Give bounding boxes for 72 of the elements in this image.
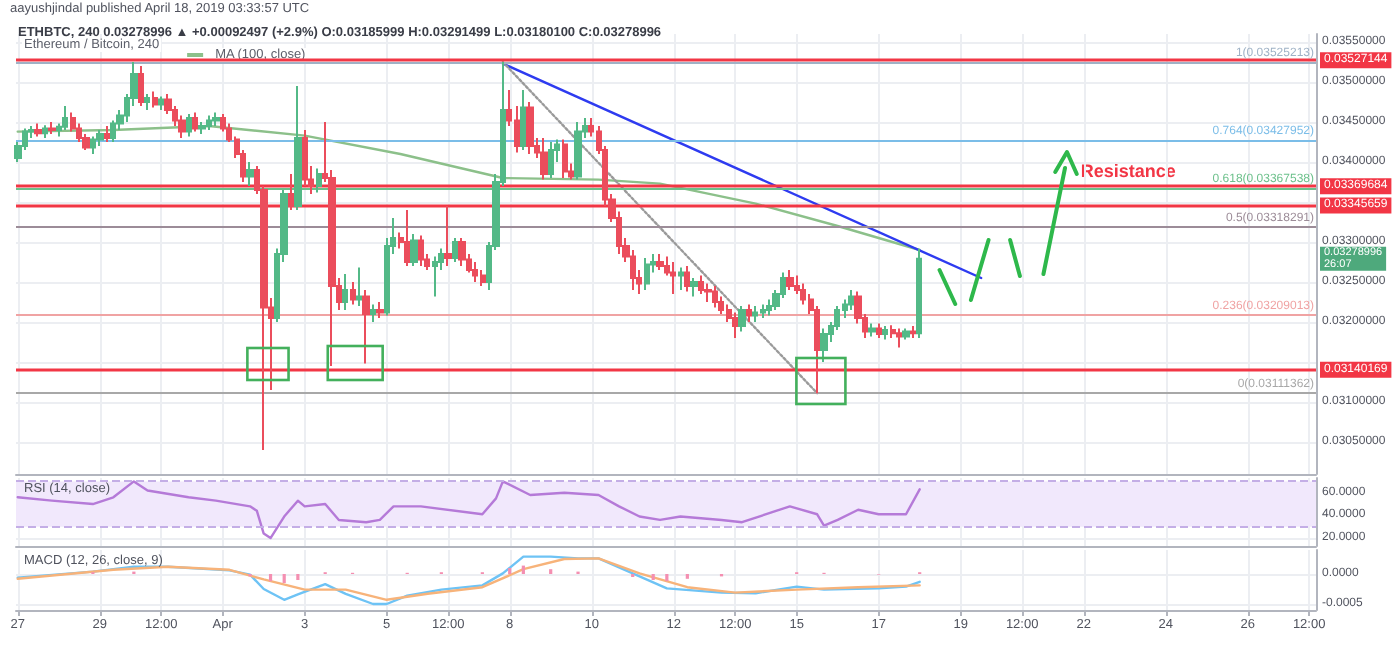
candlestick bbox=[62, 105, 68, 131]
candlestick bbox=[432, 255, 438, 298]
candlestick bbox=[712, 285, 718, 309]
candlestick bbox=[902, 327, 910, 341]
candlestick bbox=[370, 303, 376, 323]
candlestick bbox=[452, 237, 458, 263]
candlestick bbox=[288, 173, 294, 211]
candlestick bbox=[144, 93, 150, 111]
candlestick bbox=[376, 301, 384, 319]
candlestick bbox=[48, 121, 56, 135]
candlestick bbox=[760, 303, 766, 319]
candlestick bbox=[246, 161, 254, 187]
candlestick bbox=[206, 114, 212, 131]
candlestick bbox=[540, 137, 548, 181]
candlestick bbox=[910, 325, 916, 339]
candlestick bbox=[548, 141, 554, 179]
candlestick bbox=[738, 305, 746, 333]
candlestick bbox=[316, 167, 322, 194]
candlestick bbox=[916, 247, 922, 339]
candlestick bbox=[896, 327, 902, 349]
candlestick bbox=[766, 298, 772, 317]
candlestick bbox=[34, 122, 42, 138]
candlestick bbox=[212, 111, 220, 127]
candlestick bbox=[356, 266, 362, 307]
candlestick bbox=[752, 305, 758, 323]
candlestick bbox=[690, 277, 698, 298]
candlestick bbox=[186, 113, 192, 138]
candlestick bbox=[868, 322, 876, 338]
candlestick bbox=[820, 327, 828, 363]
candlestick bbox=[562, 138, 568, 179]
candlestick bbox=[294, 85, 302, 211]
candlestick bbox=[698, 274, 704, 295]
candlestick bbox=[704, 282, 712, 303]
candlestick bbox=[302, 129, 308, 187]
candlestick bbox=[480, 269, 486, 287]
candlestick bbox=[746, 303, 752, 323]
candlestick bbox=[684, 265, 690, 293]
candlestick bbox=[800, 282, 806, 306]
candlestick bbox=[526, 101, 534, 155]
candlestick bbox=[42, 124, 48, 139]
candlestick bbox=[104, 125, 110, 143]
candlestick bbox=[458, 237, 466, 267]
candlestick bbox=[192, 111, 198, 133]
candlestick bbox=[472, 261, 478, 283]
candlestick bbox=[848, 289, 854, 311]
candlestick bbox=[670, 261, 676, 295]
candlestick bbox=[152, 90, 158, 109]
candlestick bbox=[574, 121, 582, 181]
candlestick bbox=[418, 234, 424, 267]
candlestick bbox=[786, 269, 794, 291]
candlestick bbox=[876, 322, 882, 339]
candlestick bbox=[644, 257, 650, 291]
candlestick bbox=[444, 205, 452, 267]
candlestick bbox=[656, 253, 664, 271]
annotation: Resistance bbox=[1080, 161, 1176, 181]
candlestick bbox=[138, 65, 144, 107]
candlestick bbox=[410, 233, 418, 267]
candlestick bbox=[198, 121, 206, 135]
candlestick bbox=[158, 95, 164, 111]
candlestick bbox=[350, 281, 356, 306]
candlestick bbox=[90, 135, 96, 155]
candlestick bbox=[404, 209, 410, 267]
candlestick bbox=[678, 266, 684, 291]
candlestick bbox=[178, 114, 186, 139]
candlestick bbox=[362, 289, 370, 365]
candlestick bbox=[96, 129, 104, 147]
line-series bbox=[16, 124, 921, 252]
candlestick bbox=[882, 325, 888, 341]
line-series bbox=[16, 480, 921, 540]
candlestick bbox=[342, 273, 348, 311]
candlestick bbox=[732, 311, 738, 339]
candlestick bbox=[520, 89, 526, 151]
